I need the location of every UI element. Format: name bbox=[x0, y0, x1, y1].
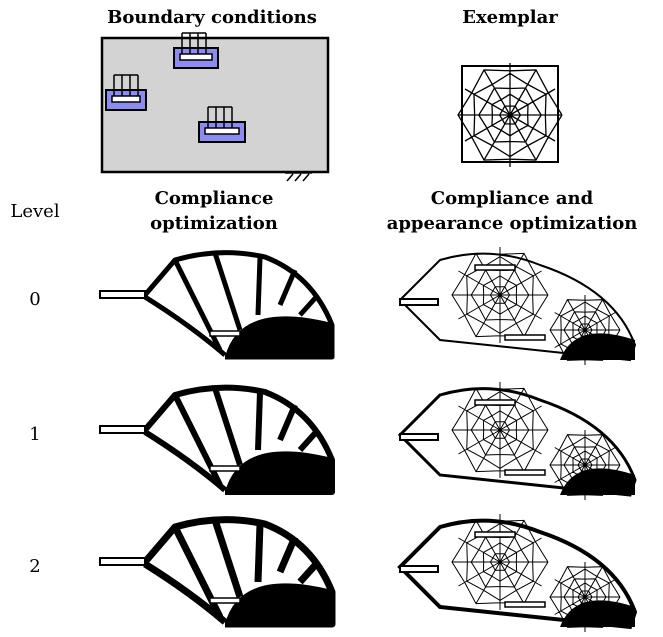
filled-region bbox=[225, 451, 332, 492]
column-label: Level bbox=[10, 201, 59, 222]
load-bar bbox=[100, 558, 145, 565]
exemplar bbox=[458, 63, 562, 167]
compliance-result bbox=[100, 520, 332, 624]
filled-region bbox=[225, 316, 332, 357]
column-label: Compliance bbox=[155, 188, 274, 209]
load-bar bbox=[100, 291, 145, 298]
load-bar bbox=[475, 532, 515, 537]
appearance-result bbox=[400, 514, 635, 632]
load-bar bbox=[400, 566, 438, 572]
load-bar bbox=[100, 426, 145, 433]
load-bar bbox=[505, 335, 545, 340]
appearance-result bbox=[400, 247, 635, 365]
load-bar bbox=[505, 602, 545, 607]
load-bar bbox=[210, 598, 240, 603]
web bbox=[458, 63, 562, 167]
header: Boundary conditions bbox=[107, 7, 317, 28]
figure: Boundary conditions Exemplar Level Compl… bbox=[0, 0, 663, 637]
column-label: optimization bbox=[150, 213, 278, 234]
column-label: appearance optimization bbox=[387, 213, 638, 234]
level-label: 1 bbox=[29, 424, 40, 445]
level-label: 2 bbox=[29, 556, 40, 577]
load-bar bbox=[475, 265, 515, 270]
web bbox=[452, 247, 548, 343]
appearance-result bbox=[400, 382, 635, 500]
load-bar bbox=[505, 470, 545, 475]
load-bar bbox=[475, 400, 515, 405]
header: Exemplar bbox=[462, 7, 558, 28]
column-label: Compliance and bbox=[431, 188, 594, 209]
load-bar bbox=[210, 331, 240, 336]
compliance-result bbox=[100, 253, 332, 357]
level-label: 0 bbox=[29, 289, 40, 310]
compliance-result bbox=[100, 388, 332, 492]
load-bar bbox=[400, 434, 438, 440]
boundary-diagram bbox=[102, 33, 328, 181]
load-bar bbox=[400, 299, 438, 305]
load-bar bbox=[210, 466, 240, 471]
